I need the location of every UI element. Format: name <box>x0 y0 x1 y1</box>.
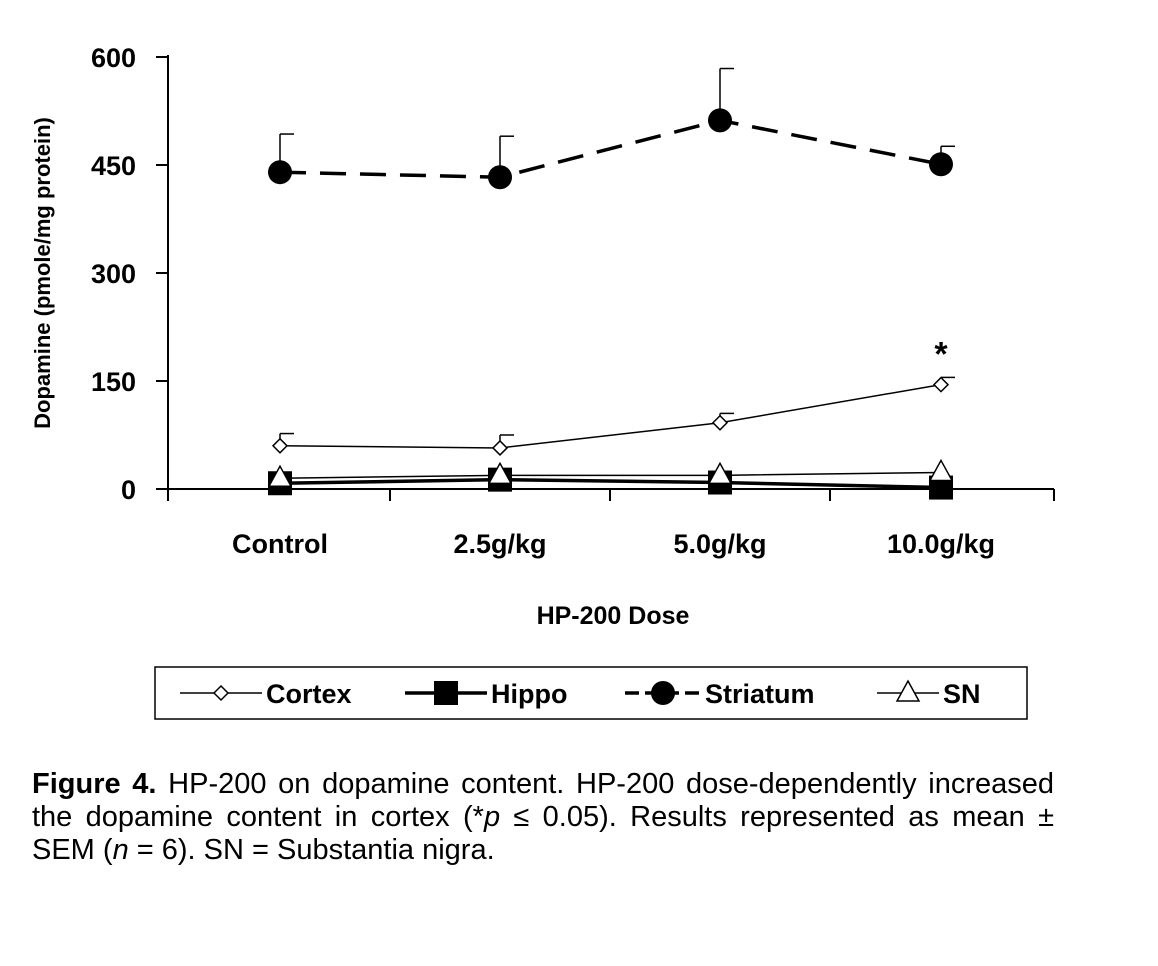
chart-axes: 0 150 300 450 600 Control 2.5g/kg 5.0g/kg 10.0g/… <box>91 43 1055 559</box>
caption-text-3: = 6). SN = Substantia nigra. <box>128 834 495 866</box>
series-striatum <box>268 67 955 190</box>
legend-box <box>154 666 1028 720</box>
significance-marker: * <box>934 335 948 373</box>
caption-text-2: ≤ 0.05). Results represented as mean ± S… <box>32 801 1054 866</box>
cortex-line <box>279 383 942 449</box>
series-cortex <box>271 376 955 457</box>
legend-marker-hippo <box>434 681 458 705</box>
legend: Cortex Hippo Striatum SN <box>154 666 1028 720</box>
legend-marker-cortex <box>212 684 230 702</box>
legend-marker-sn <box>895 679 921 702</box>
striatum-point <box>488 165 512 190</box>
legend-item-striatum: Striatum <box>625 679 815 709</box>
x-axis-title: HP-200 Dose <box>537 602 690 630</box>
legend-label-cortex: Cortex <box>266 679 352 709</box>
cortex-point <box>491 439 509 457</box>
legend-label-hippo: Hippo <box>491 679 567 709</box>
caption-text-1: HP-200 on dopamine content. HP-200 dose-… <box>32 768 1054 833</box>
legend-marker-striatum <box>651 681 675 705</box>
figure-caption: Figure 4. HP-200 on dopamine content. HP… <box>32 768 1054 867</box>
y-tick-label: 0 <box>121 475 136 505</box>
cortex-point <box>932 376 950 393</box>
legend-label-sn: SN <box>943 679 981 709</box>
sn-line <box>279 471 942 479</box>
y-tick-label: 300 <box>91 259 136 289</box>
caption-label: Figure 4. <box>32 768 157 800</box>
legend-item-sn: SN <box>877 679 981 709</box>
x-tick-label: Control <box>232 529 328 559</box>
legend-label-striatum: Striatum <box>705 679 815 709</box>
series-sn <box>267 458 954 487</box>
y-axis-title: Dopamine (pmole/mg protein) <box>30 117 55 429</box>
cortex-point <box>711 414 729 431</box>
y-tick-label: 600 <box>91 43 136 73</box>
striatum-line <box>279 118 942 179</box>
x-tick-label: 5.0g/kg <box>673 529 766 559</box>
caption-p: p <box>483 801 501 833</box>
legend-item-cortex: Cortex <box>180 679 352 709</box>
x-tick-label: 2.5g/kg <box>453 529 546 559</box>
cortex-point <box>271 437 289 454</box>
sn-point <box>487 461 513 485</box>
x-tick-label: 10.0g/kg <box>887 529 995 559</box>
y-tick-label: 150 <box>91 367 136 397</box>
dopamine-chart: 0 150 300 450 600 Control 2.5g/kg 5.0g/kg 10.0g/… <box>30 43 1055 720</box>
chart-series: * <box>267 67 955 500</box>
striatum-point <box>929 152 953 177</box>
hippo-line <box>279 477 942 490</box>
sn-point <box>928 458 954 482</box>
sn-point <box>707 461 733 485</box>
legend-item-hippo: Hippo <box>405 679 567 709</box>
sn-point <box>267 464 293 487</box>
y-tick-label: 450 <box>91 151 136 181</box>
caption-n: n <box>112 834 129 866</box>
striatum-point <box>268 160 292 185</box>
striatum-point <box>708 108 732 133</box>
